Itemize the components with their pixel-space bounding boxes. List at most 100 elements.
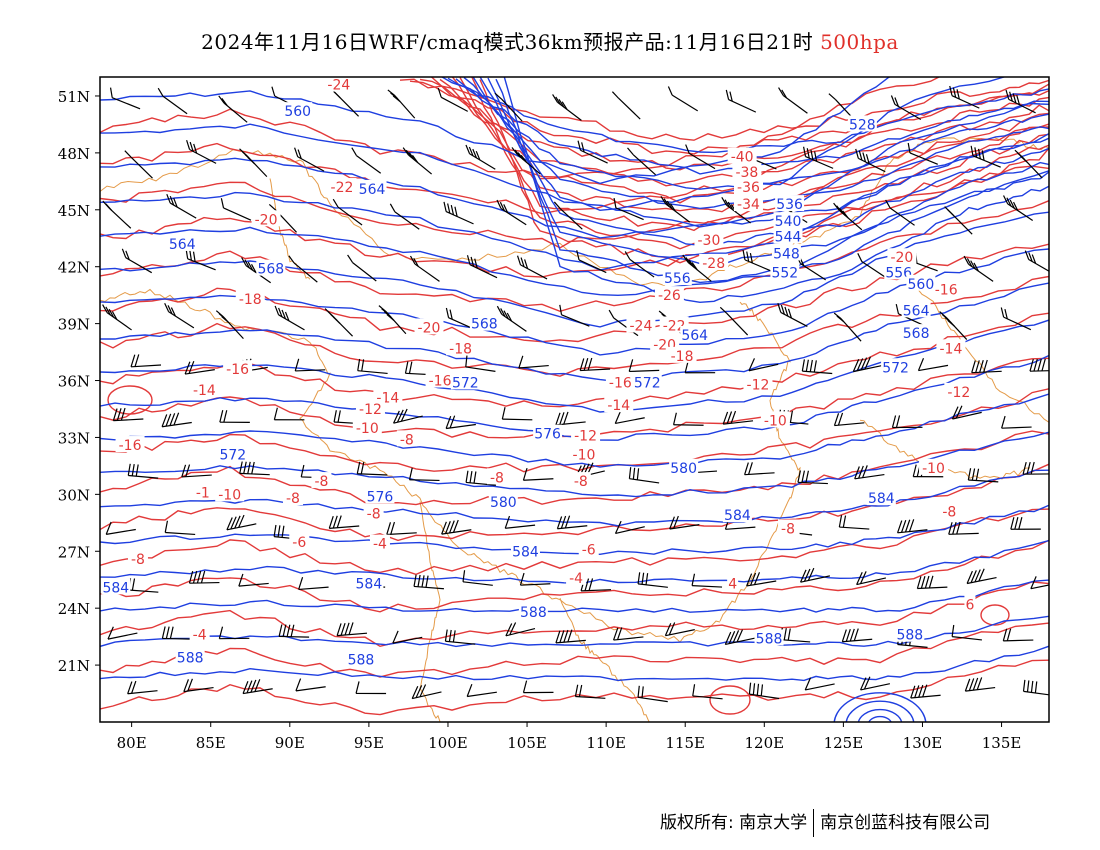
height-contour bbox=[100, 615, 1049, 648]
temperature-contour-label: -8 bbox=[367, 506, 381, 522]
temperature-contour bbox=[100, 275, 1049, 377]
wind-barb bbox=[1001, 415, 1032, 429]
height-contour bbox=[463, 77, 1049, 210]
temperature-contour-label: -16 bbox=[226, 362, 249, 378]
wind-barb bbox=[614, 410, 645, 425]
wind-barb bbox=[966, 568, 997, 585]
temperature-contour-label-bg bbox=[733, 178, 763, 195]
height-contour-label: 584 bbox=[868, 491, 895, 507]
wind-barb bbox=[124, 150, 153, 179]
lon-tick-label: 100E bbox=[428, 734, 468, 752]
height-contour-label: 564 bbox=[359, 182, 386, 198]
temperature-contour-label-bg bbox=[189, 625, 210, 642]
border-line bbox=[100, 288, 721, 643]
height-contour-label: 588 bbox=[756, 632, 783, 648]
temperature-contour-label: -36 bbox=[737, 180, 760, 196]
height-contour-label-bg bbox=[901, 301, 931, 318]
temperature-contour-label-bg bbox=[571, 426, 601, 443]
wind-barb bbox=[1022, 461, 1049, 475]
temperature-contour-label-bg bbox=[667, 346, 697, 363]
height-contour bbox=[479, 77, 1049, 247]
wind-barb bbox=[916, 575, 948, 590]
copyright-footer: 版权所有: 南京大学 南京创蓝科技有限公司 bbox=[660, 808, 990, 837]
height-contour bbox=[447, 77, 1049, 175]
copyright-right: 南京创蓝科技有限公司 bbox=[820, 813, 991, 833]
wind-barb bbox=[856, 571, 887, 586]
wind-barb bbox=[742, 249, 773, 273]
temperature-contour-label: -6 bbox=[582, 542, 596, 558]
wind-barb bbox=[721, 197, 751, 224]
wind-barb bbox=[127, 578, 159, 593]
height-contour-label: 568 bbox=[903, 326, 930, 342]
wind-barb bbox=[664, 622, 695, 637]
wind-barb bbox=[378, 305, 407, 335]
temperature-contour-label: -22 bbox=[663, 319, 686, 335]
wind-barb bbox=[556, 515, 588, 530]
wind-barb bbox=[576, 250, 607, 274]
temperature-contour bbox=[100, 508, 1049, 576]
wind-barb bbox=[437, 87, 469, 112]
temperature-contour-label-bg bbox=[215, 485, 245, 502]
temperature-contour-label: -8 bbox=[781, 522, 795, 538]
height-contour-label: 528 bbox=[849, 117, 876, 133]
temperature-contour-label: -14 bbox=[607, 398, 630, 414]
wind-barb bbox=[294, 358, 326, 372]
lon-tick-label: 130E bbox=[903, 734, 943, 752]
wind-barb bbox=[691, 573, 723, 588]
wind-barb bbox=[102, 200, 132, 229]
temperature-contour-label-bg bbox=[887, 248, 917, 265]
lat-tick-label: 27N bbox=[58, 543, 90, 561]
wind-barb bbox=[324, 308, 353, 337]
wind-barb bbox=[298, 577, 329, 591]
height-contour-label-bg bbox=[469, 314, 499, 331]
height-contour-label: 564 bbox=[903, 303, 930, 319]
height-contour-label: 588 bbox=[896, 628, 923, 644]
lon-tick-label: 115E bbox=[665, 734, 705, 752]
wind-barb bbox=[511, 147, 541, 175]
temperature-contour-label-bg bbox=[363, 504, 384, 521]
wind-barb bbox=[389, 203, 420, 230]
wind-barb bbox=[577, 140, 608, 164]
wind-barb bbox=[121, 248, 153, 274]
wind-barb bbox=[239, 461, 270, 476]
temperature-contour-label-bg bbox=[699, 253, 729, 270]
wind-barb bbox=[797, 470, 828, 485]
copyright-separator bbox=[813, 809, 815, 837]
wind-barb bbox=[614, 520, 645, 535]
wind-barb bbox=[855, 148, 886, 173]
wind-barb bbox=[183, 678, 214, 693]
temperature-contour-label-bg bbox=[727, 147, 757, 164]
temperature-contour-label-bg bbox=[235, 289, 265, 306]
height-contour bbox=[100, 100, 1049, 239]
wind-barb bbox=[1030, 576, 1049, 590]
lon-tick-label: 95E bbox=[354, 734, 384, 752]
wind-barb bbox=[443, 201, 474, 225]
height-contour-label-bg bbox=[770, 263, 800, 280]
temperature-contour-label: -8 bbox=[942, 504, 956, 520]
wind-barb bbox=[392, 630, 423, 644]
temperature-contour-label-bg bbox=[578, 540, 599, 557]
wind-barb bbox=[800, 567, 831, 583]
height-contour-label: 584 bbox=[102, 580, 129, 596]
temperature-contour-label-bg bbox=[694, 231, 724, 248]
wind-barb bbox=[181, 464, 212, 478]
wind-barb bbox=[355, 681, 387, 695]
wind-barb bbox=[518, 355, 549, 369]
wind-barb bbox=[951, 624, 982, 641]
height-cell bbox=[857, 708, 903, 722]
border-line bbox=[559, 597, 650, 722]
wind-barb bbox=[907, 142, 938, 165]
wind-barb bbox=[613, 197, 644, 221]
border-line bbox=[419, 501, 441, 722]
temperature-contour-label-bg bbox=[732, 162, 762, 179]
temperature-contour-label-bg bbox=[282, 489, 303, 506]
wind-barb bbox=[393, 408, 423, 424]
wind-barb bbox=[127, 463, 159, 479]
height-contour-label: 588 bbox=[520, 605, 547, 621]
wind-barb bbox=[409, 255, 440, 282]
wind-barb bbox=[102, 304, 132, 331]
height-contour bbox=[440, 77, 1049, 154]
temperature-contour-label-bg bbox=[605, 373, 635, 390]
height-contour bbox=[487, 77, 1049, 265]
